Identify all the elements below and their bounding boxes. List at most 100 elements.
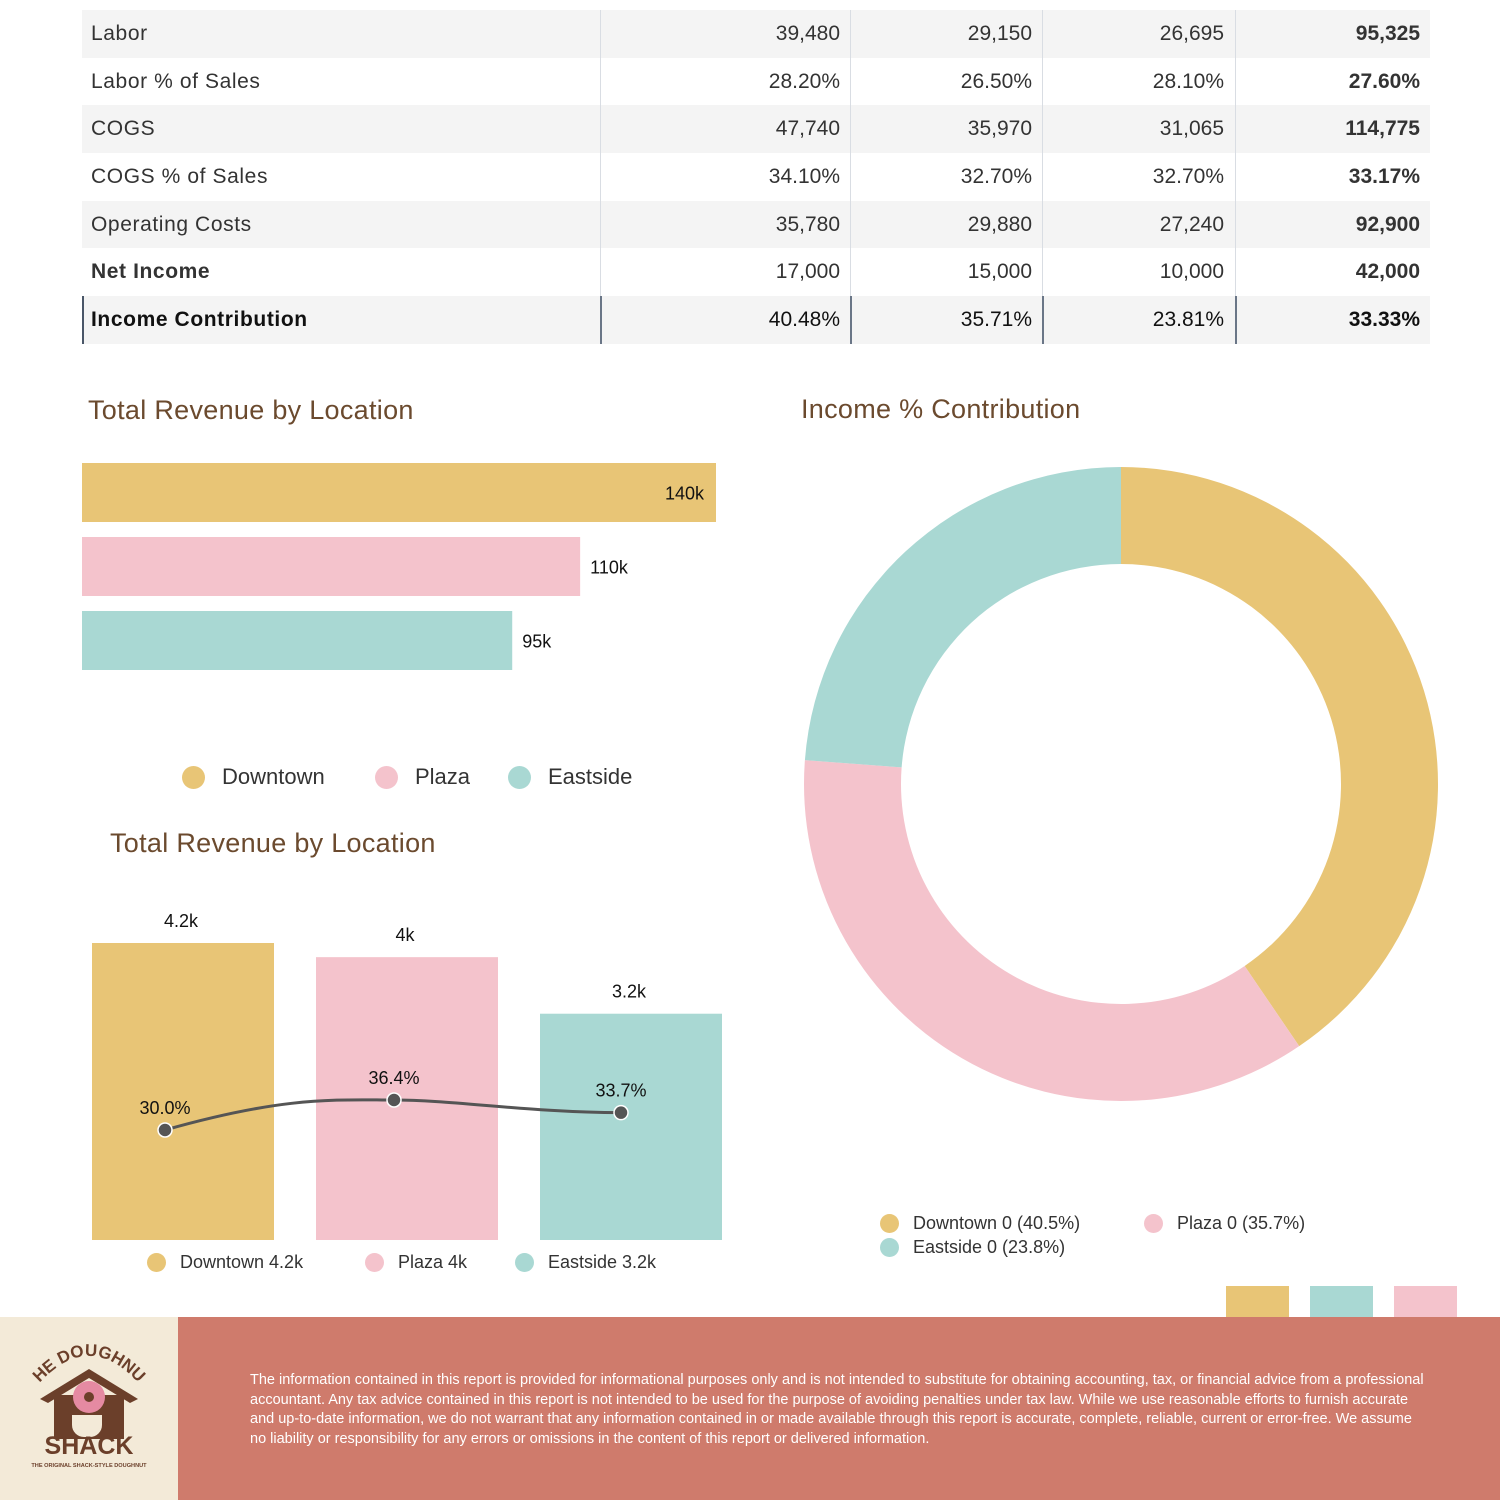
table-row: COGS 47,740 35,970 31,065 114,775 [82, 105, 1430, 154]
legend-item: Downtown 0 (40.5%) [880, 1213, 1080, 1234]
row-value: 26.50% [960, 69, 1032, 93]
bar-downtown [82, 463, 716, 522]
legend-swatch-icon [880, 1238, 899, 1257]
row-value: 39,480 [775, 21, 840, 45]
legend-item: Eastside 3.2k [515, 1252, 656, 1273]
donut-slice-downtown [1121, 467, 1438, 1047]
row-value: 33.33% [1348, 307, 1420, 331]
row-label: COGS [91, 117, 156, 141]
revenue-column-chart: 4.2k 4k 3.2k 30.0% 36.4% 33.7% [92, 911, 722, 1240]
revenue-horizontal-bar-chart: 140k 110k 95k [82, 463, 716, 670]
row-value: 47,740 [775, 117, 840, 141]
row-value: 17,000 [775, 260, 840, 284]
bar-plaza [82, 537, 581, 596]
legend-swatch-icon [880, 1214, 899, 1233]
column-divider [1042, 10, 1043, 344]
logo-tagline: THE ORIGINAL SHACK-STYLE DOUGHNUT [31, 1463, 147, 1469]
legend-item: Downtown [182, 764, 325, 790]
legend-swatch-icon [508, 765, 531, 789]
row-value: 27.60% [1348, 69, 1420, 93]
percent-data-label: 36.4% [368, 1068, 419, 1088]
row-value: 32.70% [1152, 164, 1224, 188]
last-row-divider [1042, 296, 1044, 344]
legend-label: Downtown 4.2k [180, 1252, 304, 1272]
row-label: Labor [91, 21, 148, 45]
percent-point [157, 1122, 173, 1138]
disclaimer-text: The information contained in this report… [250, 1372, 1424, 1447]
legend-swatch-icon [147, 1253, 166, 1272]
legend-label: Plaza 4k [398, 1252, 468, 1272]
donut-slice-plaza [804, 760, 1300, 1101]
table-row: Net Income 17,000 15,000 10,000 42,000 [82, 248, 1430, 296]
row-value: 92,900 [1355, 212, 1420, 236]
legend-item: Plaza 0 (35.7%) [1144, 1213, 1305, 1234]
financial-table: Labor 39,480 29,150 26,695 95,325 Labor % of … [82, 10, 1430, 344]
row-label: Income Contribution [91, 307, 308, 331]
row-value: 40.48% [768, 307, 840, 331]
legend-swatch-icon [1144, 1214, 1163, 1233]
logo-panel: THE DOUGHNUT SHACK THE ORIGINAL SHACK-ST… [0, 1302, 178, 1500]
row-value: 27,240 [1159, 212, 1224, 236]
column-divider [600, 10, 601, 344]
legend-label: Eastside [548, 764, 633, 789]
row-value: 23.81% [1152, 307, 1224, 331]
table-row: Operating Costs 35,780 29,880 27,240 92,900 [82, 200, 1430, 249]
table-row: Income Contribution 40.48% 35.71% 23.81% 33.… [82, 296, 1430, 344]
column-divider [1235, 10, 1236, 344]
legend-label: Plaza [415, 764, 471, 789]
percent-point [613, 1104, 629, 1121]
bar-eastside [82, 611, 513, 670]
decor-swatch-gold [1226, 1286, 1289, 1317]
row-label: Labor % of Sales [91, 69, 261, 93]
legend-swatch-icon [515, 1253, 534, 1272]
row-label: Operating Costs [91, 212, 252, 236]
last-row-divider [600, 296, 602, 344]
row-value: 10,000 [1159, 260, 1224, 284]
legend-item: Plaza 4k [365, 1252, 467, 1273]
legend-label: Downtown 0 (40.5%) [913, 1213, 1081, 1233]
legend-item: Eastside 0 (23.8%) [880, 1237, 1065, 1258]
row-value: 95,325 [1355, 21, 1420, 45]
row-label: COGS % of Sales [91, 164, 269, 188]
percent-data-label: 33.7% [595, 1081, 646, 1101]
logo-line1: THE DOUGHNUT [0, 1302, 149, 1386]
income-donut-title: Income % Contribution [801, 394, 1081, 424]
legend-item: Eastside [508, 764, 632, 790]
row-value: 35,970 [967, 117, 1032, 141]
row-value: 32.70% [960, 164, 1032, 188]
column-downtown [92, 943, 274, 1240]
row-value: 114,775 [1345, 117, 1420, 141]
row-value: 29,880 [967, 212, 1032, 236]
decor-swatch-teal [1310, 1286, 1373, 1317]
legend-swatch-icon [365, 1253, 384, 1272]
row-value: 29,150 [967, 21, 1032, 45]
percent-point [386, 1092, 402, 1108]
income-contribution-donut-chart [804, 467, 1438, 1101]
column-plaza [316, 957, 498, 1240]
table-row: COGS % of Sales 34.10% 32.70% 32.70% 33.17% [82, 153, 1430, 201]
column-data-label: 3.2k [612, 982, 647, 1002]
last-row-divider [1235, 296, 1237, 344]
logo-line2: SHACK [45, 1432, 134, 1460]
column-divider [850, 10, 851, 344]
logo-doughnut-hole [84, 1392, 94, 1402]
legend-label: Plaza 0 (35.7%) [1177, 1213, 1306, 1233]
footer: THE DOUGHNUT SHACK THE ORIGINAL SHACK-ST… [0, 1302, 1500, 1500]
legend-label: Downtown [222, 764, 325, 789]
row-value: 28.10% [1152, 69, 1224, 93]
legend-item: Downtown 4.2k [147, 1252, 303, 1273]
last-row-left-edge [82, 296, 84, 344]
legend-item: Plaza [375, 764, 470, 790]
row-value: 33.17% [1348, 164, 1420, 188]
row-value: 28.20% [768, 69, 840, 93]
percent-data-label: 30.0% [139, 1098, 190, 1118]
logo-arc-text: THE DOUGHNUT [0, 1317, 149, 1386]
decor-swatch-pink [1394, 1286, 1457, 1317]
row-value: 35.71% [960, 307, 1032, 331]
legend-swatch-icon [375, 765, 398, 789]
column-data-label: 4k [395, 925, 415, 945]
row-value: 35,780 [775, 212, 840, 236]
doughnut-shack-logo: THE DOUGHNUT SHACK THE ORIGINAL SHACK-ST… [0, 1302, 149, 1469]
revenue-bar-chart-title: Total Revenue by Location [88, 395, 414, 425]
legend-label: Eastside 3.2k [548, 1252, 657, 1272]
